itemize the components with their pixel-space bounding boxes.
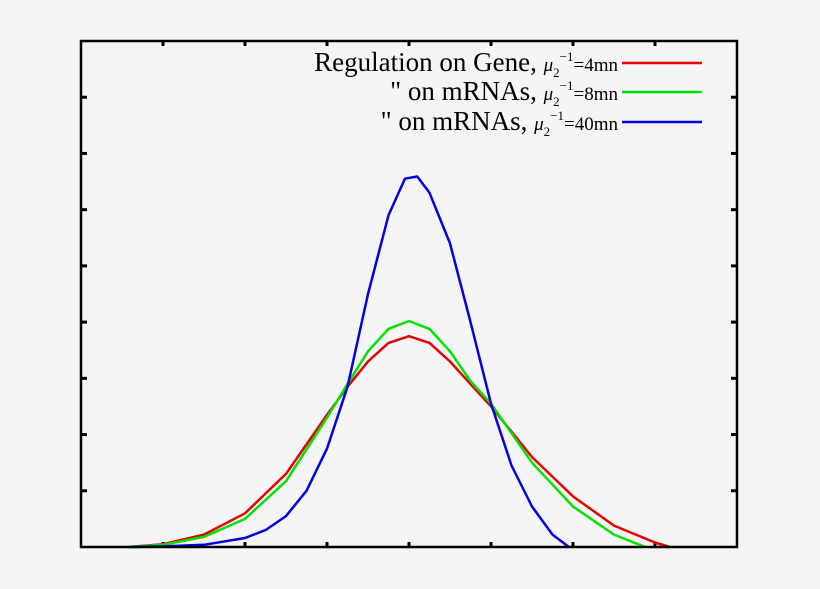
plot-curves	[127, 175, 671, 549]
series-line-1	[127, 319, 646, 549]
legend-entry-2: " on mRNAs, μ2−1=40mn	[381, 106, 702, 139]
legend: Regulation on Gene, μ2−1=4mn" on mRNAs, …	[314, 47, 702, 139]
legend-label: " on mRNAs, μ2−1=40mn	[381, 106, 619, 139]
series-line-2	[130, 175, 570, 549]
series-line-0	[127, 334, 671, 549]
legend-entry-0: Regulation on Gene, μ2−1=4mn	[314, 47, 702, 80]
legend-label: " on mRNAs, μ2−1=8mn	[390, 76, 618, 109]
plot-frame	[79, 39, 739, 549]
legend-label: Regulation on Gene, μ2−1=4mn	[314, 47, 618, 80]
legend-entry-1: " on mRNAs, μ2−1=8mn	[390, 76, 702, 109]
